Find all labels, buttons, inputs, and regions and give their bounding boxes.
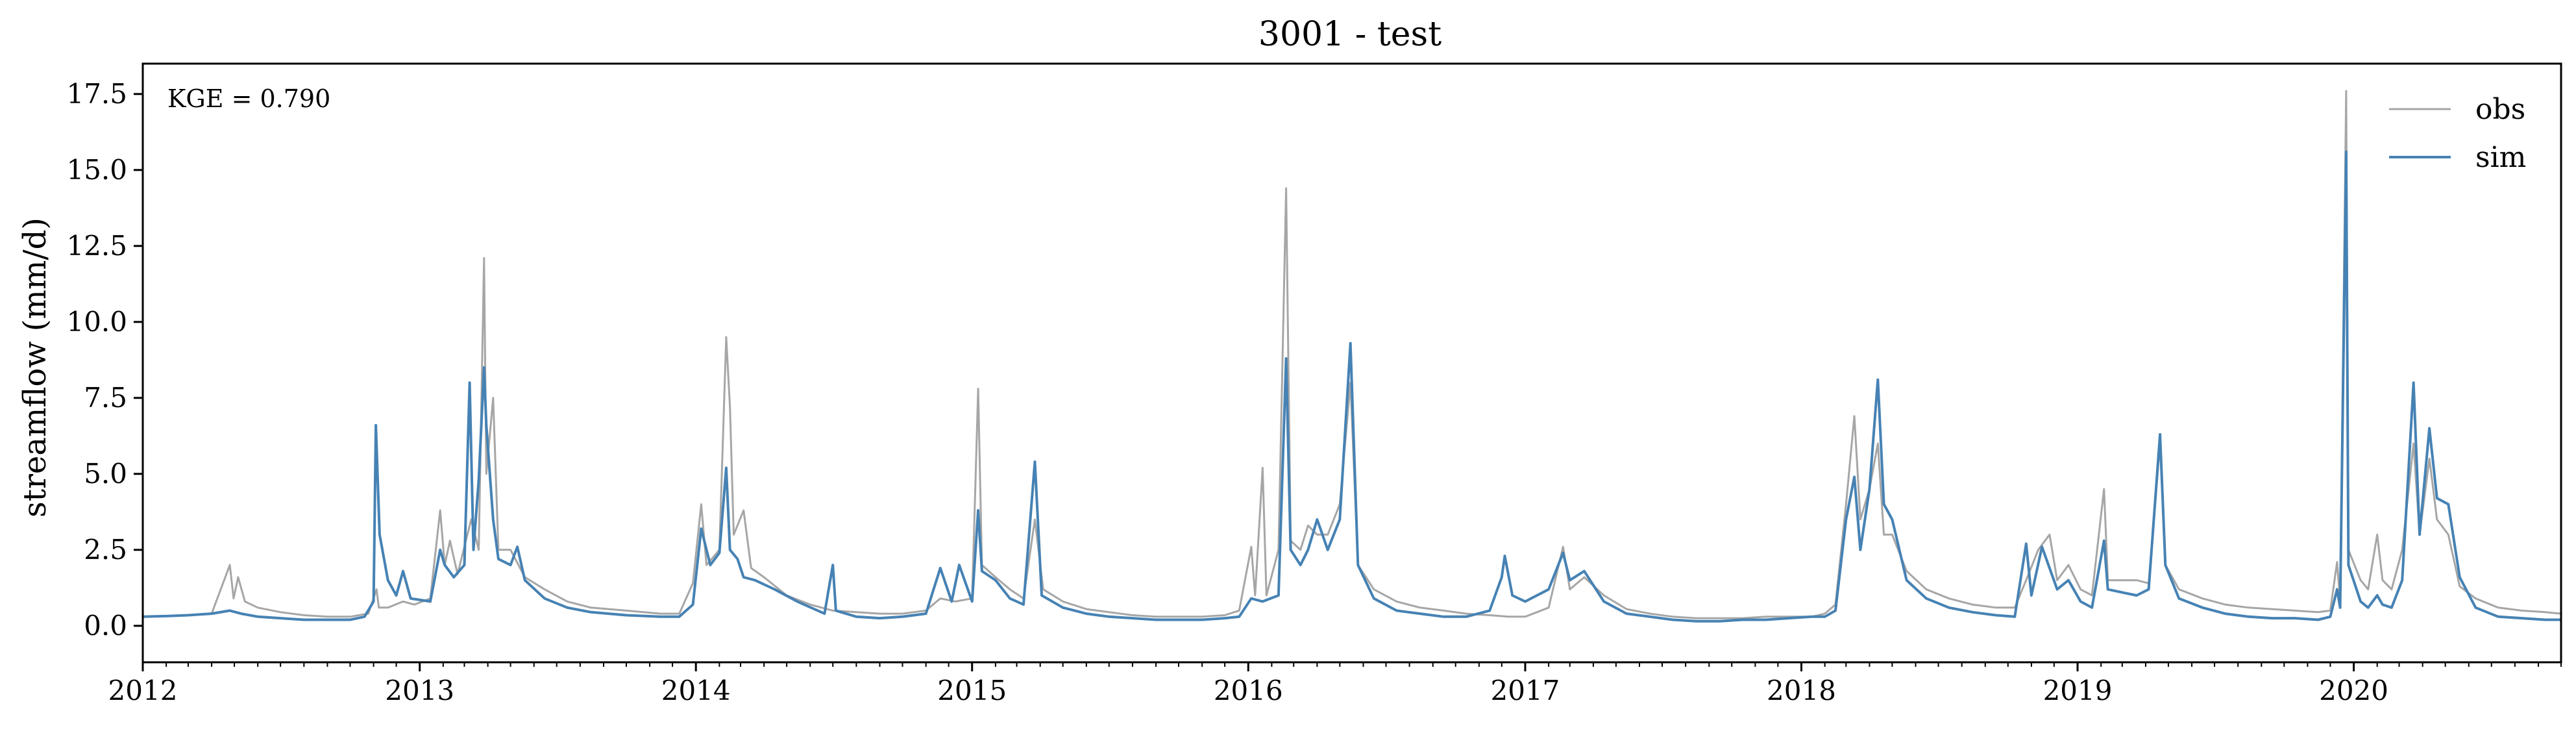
y-tick-label-2.5: 2.5 [84,534,127,566]
legend-label-obs: obs [2475,93,2525,126]
x-axis: 2012 2013 2014 2015 2016 2017 2018 2019 2020 [108,662,2562,706]
x-tick-label-2016: 2016 [1214,675,1283,706]
x-tick-label-2018: 2018 [1767,675,1836,706]
y-tick-label-7.5: 7.5 [84,382,127,414]
kge-annotation: KGE = 0.790 [167,84,330,113]
y-axis: 0.0 2.5 5.0 7.5 10.0 12.5 15.0 17.5 [66,78,143,642]
legend: obs sim [2389,93,2526,174]
plot-frame [141,62,2562,664]
y-tick-label-15.0: 15.0 [66,154,127,186]
series-line-sim [142,150,2561,623]
y-tick-label-0.0: 0.0 [84,610,127,642]
plot-area [141,62,2562,664]
legend-label-sim: sim [2475,141,2526,174]
x-tick-label-2012: 2012 [108,675,178,706]
x-tick-label-2017: 2017 [1491,675,1560,706]
y-tick-label-12.5: 12.5 [66,230,127,262]
x-tick-label-2013: 2013 [385,675,454,706]
y-axis-label: streamflow (mm/d) [17,218,53,517]
y-tick-label-10.0: 10.0 [66,306,127,338]
x-tick-label-2014: 2014 [661,675,731,706]
x-tick-label-2015: 2015 [937,675,1007,706]
series-layer [142,90,2562,623]
chart-title: 3001 - test [1258,15,1441,54]
y-tick-label-17.5: 17.5 [66,78,127,110]
x-tick-label-2020: 2020 [2319,675,2388,706]
x-tick-label-2019: 2019 [2043,675,2113,706]
y-tick-label-5.0: 5.0 [84,458,127,490]
